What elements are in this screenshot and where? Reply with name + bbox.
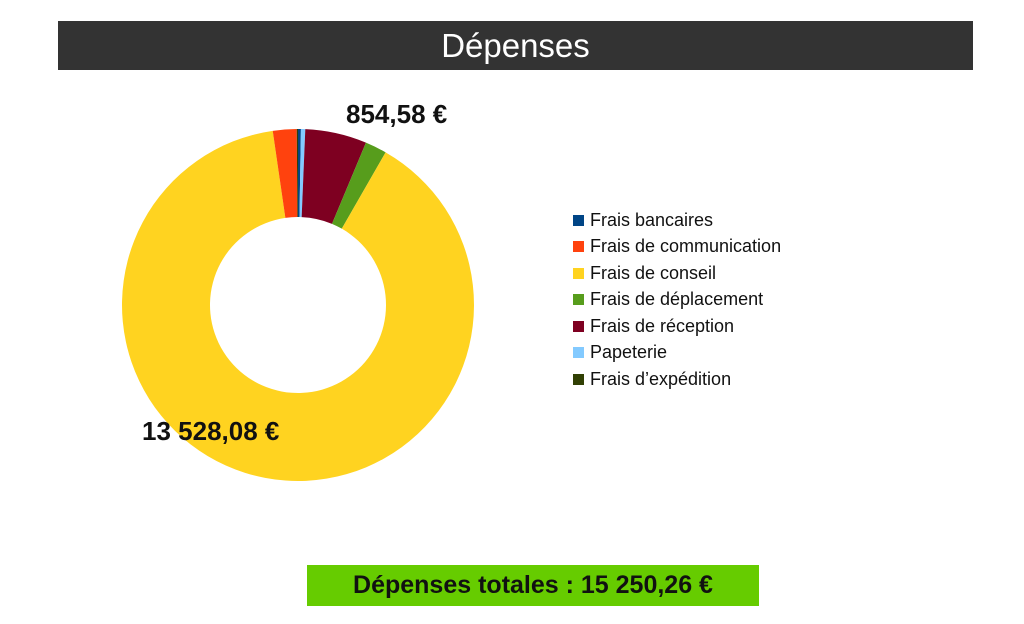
data-label-frais-de-conseil: 13 528,08 € bbox=[142, 416, 280, 446]
slice-frais-d-expedition bbox=[296, 129, 298, 218]
legend-item-frais-bancaires: Frais bancaires bbox=[573, 207, 781, 234]
data-label-frais-de-reception: 854,58 € bbox=[346, 99, 448, 129]
legend-label: Frais de réception bbox=[590, 315, 735, 336]
legend-label: Frais de communication bbox=[590, 236, 782, 257]
slice-frais-de-reception bbox=[301, 129, 366, 224]
legend-item-frais-de-reception: Frais de réception bbox=[573, 313, 781, 340]
slice-frais-bancaires bbox=[298, 129, 301, 218]
slice-frais-de-communication bbox=[272, 129, 298, 218]
chart-legend: Frais bancaires Frais de communication F… bbox=[573, 207, 781, 393]
chart-title: Dépenses bbox=[58, 21, 973, 70]
legend-swatch bbox=[573, 214, 584, 226]
legend-label: Frais d’expédition bbox=[590, 368, 732, 389]
legend-swatch bbox=[573, 241, 584, 253]
slice-frais-de-conseil bbox=[122, 130, 475, 481]
legend-label: Frais de conseil bbox=[590, 262, 717, 283]
legend-item-papeterie: Papeterie bbox=[573, 340, 781, 367]
legend-item-frais-de-conseil: Frais de conseil bbox=[573, 260, 781, 287]
legend-swatch bbox=[573, 267, 584, 279]
total-expenses-banner: Dépenses totales : 15 250,26 € bbox=[307, 565, 759, 606]
legend-item-frais-de-communication: Frais de communication bbox=[573, 234, 781, 261]
slice-frais-de-deplacement bbox=[331, 142, 386, 229]
slice-papeterie bbox=[299, 129, 306, 218]
legend-label: Frais bancaires bbox=[590, 209, 714, 230]
legend-item-frais-de-deplacement: Frais de déplacement bbox=[573, 287, 781, 314]
legend-label: Frais de déplacement bbox=[590, 289, 764, 310]
legend-item-frais-d-expedition: Frais d’expédition bbox=[573, 366, 781, 393]
legend-swatch bbox=[573, 320, 584, 332]
legend-swatch bbox=[573, 294, 584, 306]
legend-swatch bbox=[573, 373, 584, 385]
legend-swatch bbox=[573, 347, 584, 359]
legend-label: Papeterie bbox=[590, 342, 668, 363]
